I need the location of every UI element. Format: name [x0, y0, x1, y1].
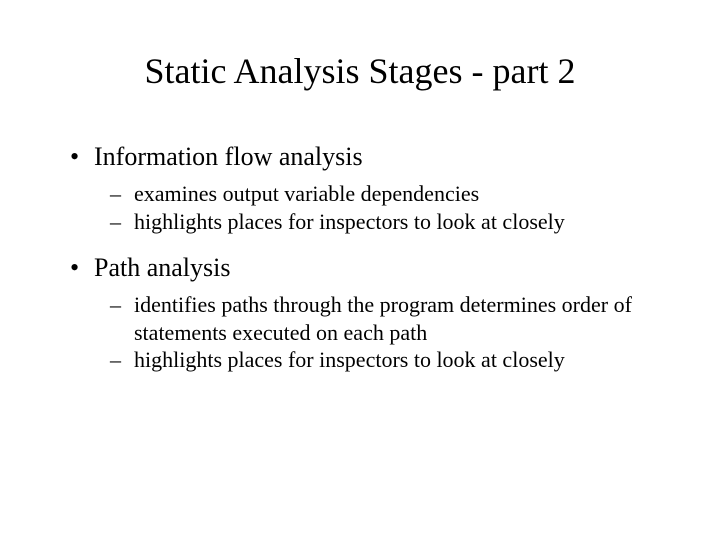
- bullet-l2: examines output variable dependencies: [110, 180, 660, 208]
- bullet-l2: highlights places for inspectors to look…: [110, 208, 660, 236]
- bullet-l2: identifies paths through the program det…: [110, 291, 660, 346]
- bullet-l1: Information flow analysis: [70, 142, 660, 172]
- slide-title: Static Analysis Stages - part 2: [60, 50, 660, 92]
- bullet-group-1: Path analysis identifies paths through t…: [60, 253, 660, 374]
- bullet-group-0: Information flow analysis examines outpu…: [60, 142, 660, 235]
- bullet-l2: highlights places for inspectors to look…: [110, 346, 660, 374]
- sublist: examines output variable dependencies hi…: [60, 180, 660, 235]
- bullet-l1: Path analysis: [70, 253, 660, 283]
- sublist: identifies paths through the program det…: [60, 291, 660, 374]
